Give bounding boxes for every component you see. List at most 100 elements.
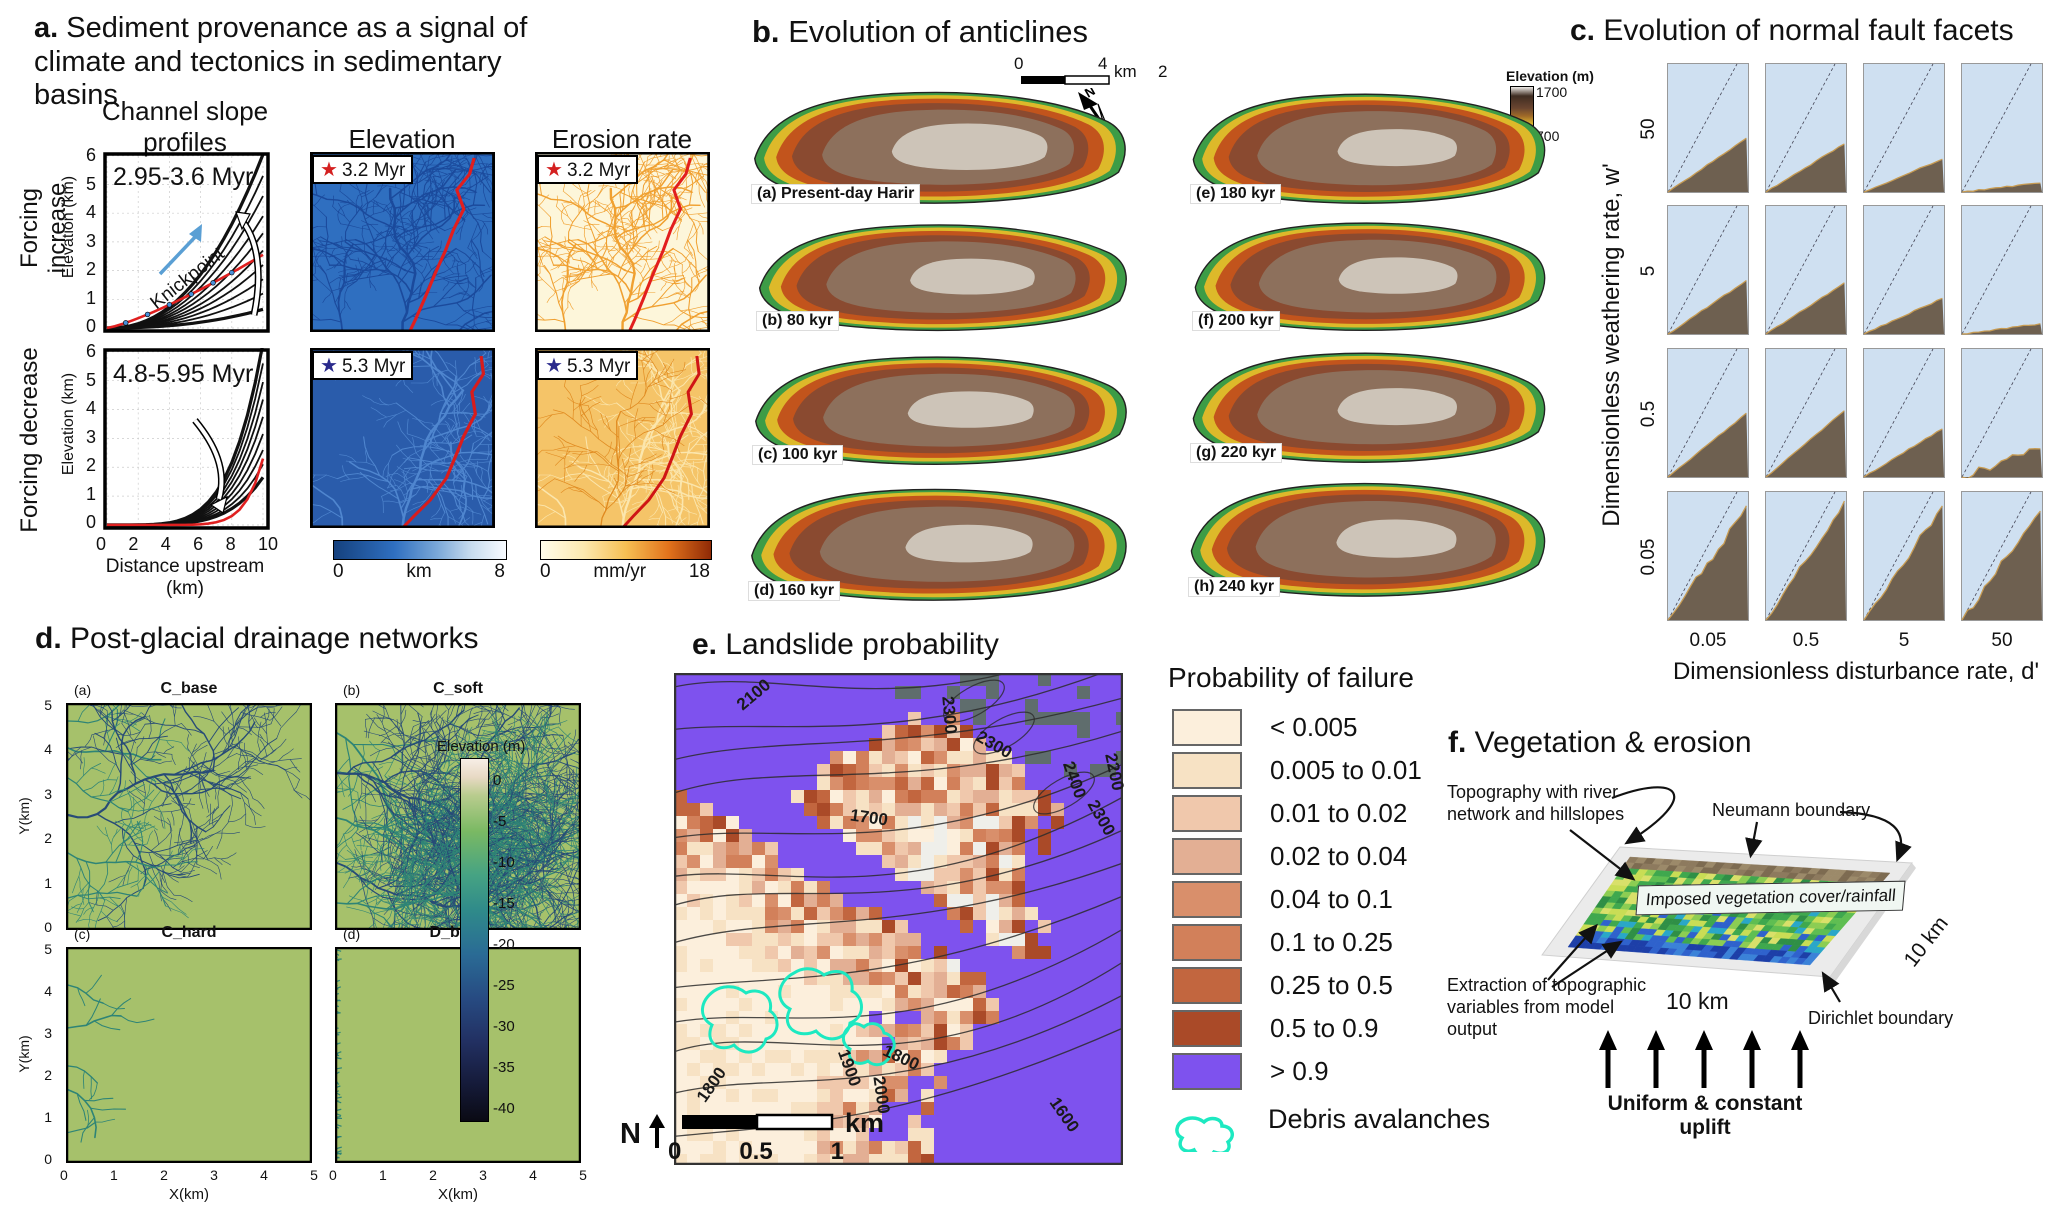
cbar-unit: mm/yr [593,561,647,582]
tick-label: 2 [85,455,96,475]
c-col-value: 5 [1898,630,1910,651]
facet-plot [1667,491,1749,621]
anticline-map-label: (c) 100 kyr [752,445,844,465]
tick-label: 8 [225,534,236,554]
tick-label: 5 [44,697,52,713]
tick-label: 0 [60,1167,68,1183]
cbar-unit: km [406,561,432,582]
legend-label: 0.02 to 0.04 [1270,841,1408,871]
time-badge: ★ 5.3 Myr [537,351,639,380]
cbar-max: 8 [494,561,505,582]
tick-label: 0 [85,512,96,532]
scalebar [1021,75,1110,85]
time-badge: ★ 3.2 Myr [537,155,639,184]
tick-label: -5 [493,813,507,830]
facet-plot [1961,348,2043,480]
debris-avalanche-icon [1175,1116,1234,1152]
d-subplot-d-tag: (d) [343,926,361,942]
star-icon: ★ [320,355,338,377]
tick-label: 0.5 [739,1138,773,1165]
legend-swatch [1172,1010,1242,1047]
d-subplot-a-tag: (a) [74,682,92,698]
landslide-probability-map [674,673,1123,1165]
tick-label: 4 [85,202,96,222]
tick-label: -20 [493,936,515,953]
tick-label: 4 [529,1167,537,1183]
legend-swatch [1172,1053,1242,1090]
b-colorbar-max: 1700 [1536,84,1568,100]
d-subplot-b-tag: (b) [343,682,361,698]
legend-label: 0.01 to 0.02 [1270,798,1408,828]
legend-swatch [1172,924,1242,961]
tick-label: 1 [830,1138,844,1165]
c-col-value: 0.05 [1689,630,1727,651]
cbar-min: 0 [540,561,551,582]
tick-label: 3 [44,1025,52,1041]
anticline-map-label: (f) 200 kyr [1192,311,1280,331]
c-row-value: 0.5 [1638,400,1659,428]
tick-label: 1 [379,1167,387,1183]
d-colorbar-title: Elevation (m) [437,738,526,755]
anticline-map-label: (e) 180 kyr [1190,184,1282,204]
tick-label: -10 [493,854,515,871]
facet-plot [1765,491,1847,621]
panel-f-title: f. Vegetation & erosion [1448,726,1752,759]
d-y-axis-label-c: Y(km) [16,1035,32,1073]
facet-plot [1961,491,2043,621]
d-subplot-c-tag: (c) [74,926,91,942]
cbar-min: 0 [333,561,344,582]
tick-label: 1 [85,483,96,504]
tick-label: 0 [96,534,107,554]
anticline-map: (b) 80 kyr [752,216,1136,336]
tick-label: 3 [479,1167,487,1183]
elevation-colorbar [333,540,507,560]
north-label: N [620,1118,641,1150]
tick-label: -30 [493,1018,515,1035]
debris-avalanche-label: Debris avalanches [1268,1104,1491,1134]
facet-plot [1961,205,2043,335]
tick-label: -25 [493,977,515,994]
legend-item: > 0.9 [1172,1050,1422,1093]
tick-label: 1 [85,287,96,308]
anticline-map-label: (g) 220 kyr [1190,443,1283,463]
time-badge: ★ 5.3 Myr [312,351,414,380]
elevation-colorbar-labels: 0 km 8 [333,561,505,583]
anticline-map-label: (b) 80 kyr [756,311,840,331]
tick-label: 0 [44,918,52,935]
channel-profile-plot-top [103,152,270,333]
x-ticks: 0 2 4 6 8 10 [96,534,278,555]
facet-plot [1667,205,1749,335]
tick-label: 2 [429,1167,437,1183]
c-x-axis-label: Dimensionless disturbance rate, d' [1672,658,2040,685]
time-badge: ★ 3.2 Myr [312,155,414,184]
neumann-annotation: Neumann boundary [1712,800,1871,820]
star-icon: ★ [545,355,563,377]
legend-swatch [1172,752,1242,789]
legend-item: 0.5 to 0.9 [1172,1007,1422,1050]
d-x-ticks-d: 0 1 2 3 4 5 [329,1167,587,1183]
panel-c-title: c. Evolution of normal fault facets [1570,14,2014,47]
legend-label: 0.1 to 0.25 [1270,927,1393,957]
d-subplot-d-name: D_base [429,924,487,941]
anticline-map: (g) 220 kyr [1186,344,1554,468]
facet-plot [1667,63,1749,193]
facet-plot [1765,348,1847,478]
legend-label: > 0.9 [1270,1056,1329,1086]
d-y-ticks-a: 5 4 3 2 1 0 [36,697,52,935]
legend-item: 0.005 to 0.01 [1172,749,1422,792]
tick-label: 3 [85,426,96,447]
column-header-erosion: Erosion rate [551,124,693,154]
facet-plot [1765,205,1847,335]
drainage-map-dbase [335,947,581,1163]
tick-label: 3 [85,230,96,251]
legend-label: 0.005 to 0.01 [1270,755,1422,785]
tick-label: 0 [493,772,502,789]
legend-label: < 0.005 [1270,712,1358,742]
c-row-value: 5 [1638,265,1659,277]
tick-label: 5 [44,941,52,957]
facet-plot [1863,205,1945,335]
topography-annotation: Topography with river network and hillsl… [1447,782,1625,824]
d-subplot-c-name: C_hard [161,924,217,941]
tick-label: 2 [44,1067,52,1083]
